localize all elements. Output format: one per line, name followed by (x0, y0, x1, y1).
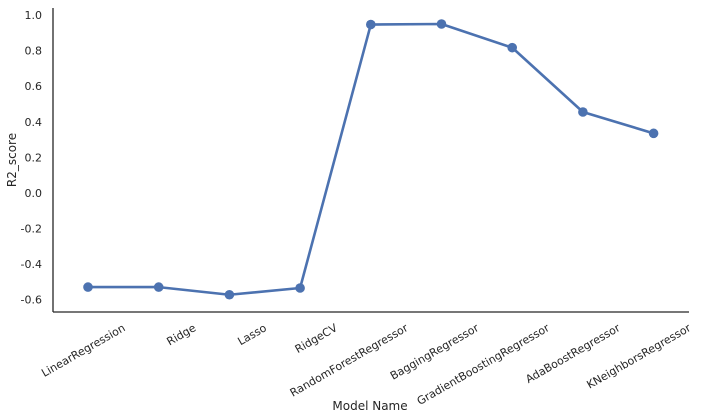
data-points (83, 19, 659, 300)
y-tick-label: -0.6 (21, 294, 42, 307)
data-point (366, 19, 376, 30)
x-tick-label: Lasso (235, 321, 269, 348)
x-axis-label: Model Name (332, 399, 407, 413)
x-tick-label: Ridge (164, 321, 198, 348)
y-tick-label: 1.0 (25, 9, 43, 22)
y-tick-label: 0.2 (25, 151, 43, 164)
y-tick-label: 0.0 (25, 187, 43, 200)
y-tick-label: 0.6 (25, 80, 43, 93)
data-point (507, 42, 517, 53)
y-tick-label: -0.2 (21, 222, 42, 235)
data-point (295, 283, 305, 293)
data-point (578, 107, 588, 117)
data-point (224, 289, 235, 300)
data-point (83, 282, 93, 292)
data-point (648, 128, 659, 139)
data-point (153, 282, 164, 292)
data-point (436, 19, 447, 29)
x-tick-label: LinearRegression (39, 321, 127, 379)
y-axis-ticks: -0.6 -0.4 -0.2 0.0 0.2 0.4 0.6 0.8 1.0 (21, 9, 42, 306)
y-tick-label: 0.8 (25, 45, 43, 58)
series-line (88, 22, 654, 297)
x-tick-label: GradientBoostingRegressor (415, 321, 552, 408)
y-tick-label: -0.4 (21, 258, 42, 271)
x-axis-ticks: LinearRegression Ridge Lasso RidgeCVRandomF… (39, 321, 693, 408)
y-tick-label: 0.4 (25, 116, 43, 129)
y-axis-label: R2_score (5, 133, 19, 187)
x-tick-label: RandomForestRegressor (288, 321, 411, 399)
x-tick-label: RidgeCV (293, 321, 340, 356)
